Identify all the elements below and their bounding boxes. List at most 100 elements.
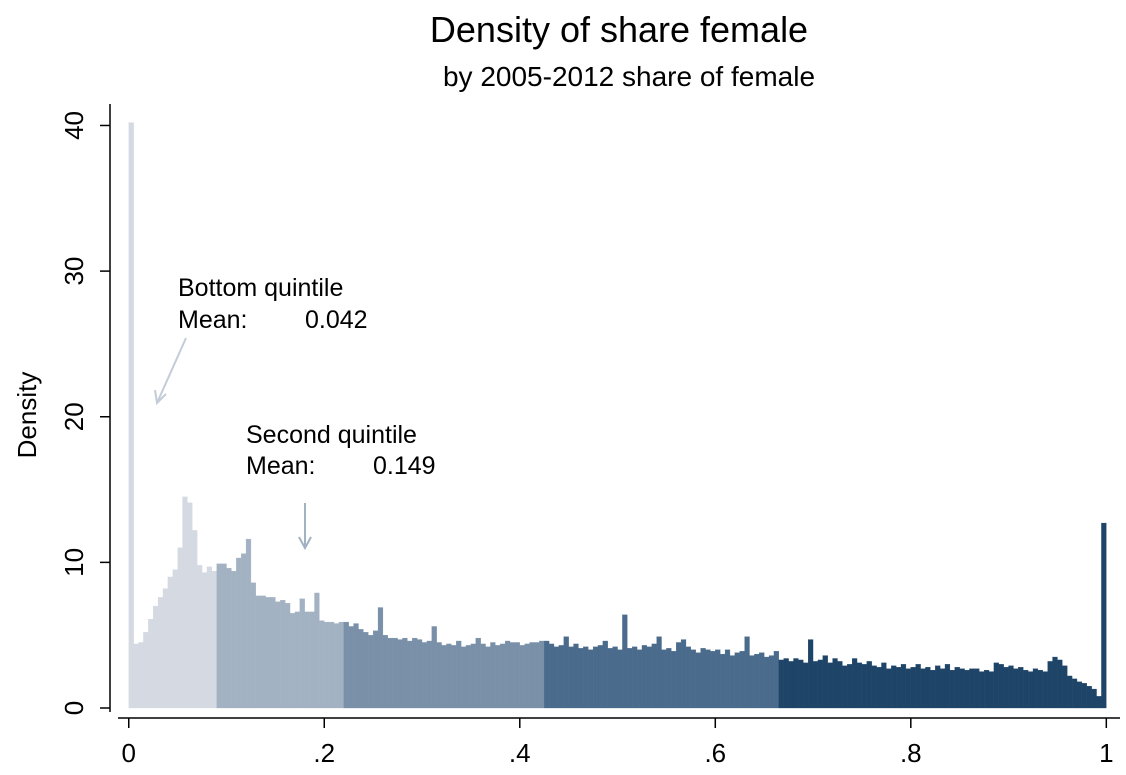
bar [710, 651, 716, 709]
bar [270, 597, 276, 709]
bar [338, 621, 344, 709]
bar [314, 592, 320, 709]
bar [402, 637, 408, 709]
bar [1091, 688, 1097, 709]
bar [416, 639, 423, 709]
bar [749, 655, 755, 709]
bar [988, 671, 995, 709]
bar [768, 655, 775, 709]
bar [368, 635, 374, 709]
bar [744, 636, 750, 709]
bar [627, 648, 633, 709]
bar [558, 645, 564, 709]
bar [866, 661, 872, 709]
bar [876, 667, 882, 709]
bar [260, 595, 266, 709]
bar [798, 659, 804, 709]
bar [925, 667, 931, 709]
bar [206, 566, 212, 709]
bar [773, 651, 779, 709]
bar [197, 565, 203, 709]
bar [490, 642, 496, 709]
bar [949, 669, 955, 709]
bar [529, 642, 535, 709]
bar [431, 626, 437, 709]
bar [480, 643, 486, 709]
x-tick-label: .4 [509, 738, 531, 768]
bar [808, 639, 814, 709]
x-tick-label: .6 [704, 738, 726, 768]
bar [685, 646, 692, 709]
bar [265, 597, 271, 709]
bar [969, 668, 975, 709]
bar [221, 563, 227, 709]
bar [231, 570, 237, 709]
bar [289, 613, 296, 709]
bar [407, 640, 413, 709]
bar [851, 658, 858, 709]
y-tick-label: 10 [59, 548, 89, 577]
bar [700, 648, 706, 709]
bar [905, 668, 911, 709]
y-tick-label: 20 [59, 402, 89, 431]
bar [1008, 665, 1014, 709]
bar [764, 656, 770, 709]
bar [372, 630, 379, 709]
bar [441, 645, 447, 709]
bar [715, 649, 721, 709]
bar [974, 668, 980, 709]
bar [597, 645, 604, 709]
bar [128, 122, 134, 709]
bar [465, 645, 472, 709]
bar [720, 653, 726, 709]
x-tick-label: 1 [1099, 738, 1113, 768]
bar [915, 664, 921, 709]
bar [1047, 661, 1053, 709]
bar [1003, 667, 1009, 709]
bar [514, 642, 520, 709]
bar [495, 645, 501, 709]
bar [201, 572, 208, 709]
y-tick-label: 0 [59, 701, 89, 715]
bar [304, 611, 310, 709]
bar [553, 646, 560, 709]
bar [500, 643, 506, 709]
bar [387, 637, 393, 709]
chart-subtitle: by 2005-2012 share of female [443, 61, 815, 92]
bar [177, 547, 183, 709]
bar [695, 652, 701, 709]
bar [861, 664, 867, 709]
bar [734, 652, 740, 709]
bar [162, 588, 169, 709]
bar [377, 607, 384, 709]
bar [348, 626, 354, 709]
bar [959, 668, 965, 709]
bar [812, 661, 819, 709]
bar [954, 667, 960, 709]
bar [724, 649, 731, 709]
bar [1057, 659, 1063, 709]
bar [1042, 671, 1048, 709]
annotation-mean-label: Mean: [178, 306, 247, 334]
bar [333, 623, 340, 709]
bar [632, 646, 638, 709]
bar [895, 667, 902, 709]
bar [382, 635, 388, 709]
bar [519, 645, 525, 709]
bar [842, 665, 848, 709]
bar [671, 651, 677, 709]
bar [920, 668, 926, 709]
bar [250, 582, 256, 709]
bar [275, 601, 281, 709]
bar [592, 646, 599, 709]
bar [133, 643, 139, 709]
bar [822, 655, 828, 709]
bar [182, 496, 188, 709]
bar [656, 636, 662, 709]
bar [392, 637, 398, 709]
bar [1052, 656, 1058, 709]
bar [847, 664, 853, 709]
bar [148, 619, 154, 709]
bar [470, 643, 476, 709]
y-axis-label: Density [12, 372, 42, 459]
